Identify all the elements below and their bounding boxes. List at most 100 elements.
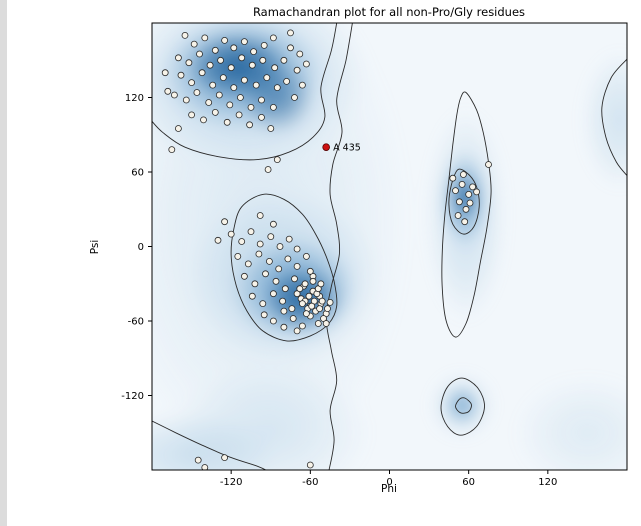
x-tick-label: 120 — [538, 477, 557, 488]
scatter-point — [223, 118, 231, 126]
scatter-point — [280, 323, 288, 331]
scatter-point — [168, 146, 176, 154]
scatter-point — [227, 64, 235, 72]
scatter-point — [269, 220, 277, 228]
scatter-point — [256, 240, 264, 248]
scatter-point — [314, 320, 322, 327]
scatter-point — [296, 285, 304, 293]
scatter-point — [308, 302, 316, 310]
scatter-point — [227, 230, 235, 238]
scatter-point — [221, 218, 229, 226]
scatter-point — [271, 64, 279, 72]
scatter-point — [230, 84, 238, 91]
scatter-point — [201, 464, 209, 470]
scatter-point — [306, 461, 314, 469]
scatter-layer — [161, 29, 492, 470]
scatter-point — [255, 250, 263, 258]
contour-left-envelope — [325, 23, 353, 470]
scatter-point — [293, 262, 301, 270]
scatter-point — [309, 277, 317, 285]
density-blob — [444, 386, 480, 425]
scatter-point — [459, 171, 467, 178]
y-tick-label: 0 — [138, 242, 144, 253]
scatter-point — [221, 454, 229, 462]
x-tick-label: -120 — [220, 477, 243, 488]
scatter-point — [221, 37, 229, 44]
axis-ticks: -120 -60 0 60 120 -120 -60 0 60 120 — [121, 93, 557, 488]
scatter-point — [449, 174, 457, 182]
scatter-point — [248, 61, 256, 69]
scatter-point — [469, 183, 477, 191]
scatter-point — [455, 198, 463, 206]
scatter-point — [258, 96, 265, 104]
scatter-point — [298, 300, 306, 308]
scatter-point — [174, 54, 182, 62]
scatter-point — [219, 74, 227, 81]
scatter-point — [205, 99, 213, 106]
highlight-point — [322, 143, 330, 151]
scatter-point — [269, 104, 277, 111]
scatter-point — [284, 255, 292, 263]
scatter-point — [280, 56, 288, 64]
scatter-point — [283, 78, 291, 85]
scatter-point — [196, 50, 203, 58]
scatter-point — [206, 61, 214, 69]
contour-lines — [152, 23, 627, 470]
scatter-point — [454, 212, 462, 219]
scatter-point — [287, 29, 294, 37]
scatter-point — [302, 310, 310, 318]
scatter-point — [291, 275, 298, 283]
scatter-point — [262, 270, 269, 278]
highlight-label: A 435 — [333, 143, 361, 154]
scatter-point — [264, 166, 272, 173]
scatter-point — [259, 56, 267, 64]
contour-bottom-left — [152, 420, 267, 470]
scatter-point — [188, 111, 196, 119]
x-tick-label: -60 — [302, 477, 318, 488]
scatter-point — [301, 280, 309, 288]
scatter-point — [289, 315, 297, 322]
scatter-point — [298, 81, 306, 89]
scatter-point — [200, 116, 207, 124]
scatter-point — [296, 50, 304, 58]
scatter-point — [236, 94, 244, 101]
scatter-point — [485, 161, 492, 168]
scatter-point — [305, 292, 313, 300]
scatter-point — [473, 188, 481, 196]
scatter-point — [269, 34, 277, 42]
scatter-point — [293, 327, 301, 335]
scatter-point — [235, 111, 243, 119]
scatter-point — [287, 44, 294, 52]
scatter-point — [259, 300, 267, 308]
window-edge — [0, 0, 7, 526]
scatter-point — [306, 267, 314, 275]
scatter-point — [265, 257, 273, 265]
scatter-point — [164, 87, 172, 95]
scatter-point — [269, 290, 277, 298]
scatter-point — [316, 305, 324, 313]
scatter-point — [458, 180, 466, 188]
scatter-point — [240, 76, 248, 84]
highlight-layer: A 435 — [322, 143, 361, 154]
scatter-point — [209, 81, 217, 89]
scatter-point — [324, 305, 331, 313]
scatter-point — [298, 322, 306, 330]
contour-left-handed-inner — [448, 168, 480, 235]
density-blob — [514, 376, 627, 470]
scatter-point — [269, 317, 277, 325]
scatter-point — [211, 109, 219, 116]
scatter-point — [273, 156, 281, 164]
contour-right-edge — [601, 58, 627, 177]
scatter-point — [240, 38, 248, 45]
scatter-point — [276, 243, 284, 250]
contour-bottom-right-small — [440, 377, 485, 436]
scatter-point — [258, 114, 265, 121]
scatter-point — [267, 233, 275, 241]
scatter-point — [217, 56, 225, 64]
scatter-point — [260, 42, 268, 49]
scatter-point — [256, 212, 264, 219]
y-tick-label: 60 — [131, 168, 144, 179]
scatter-point — [248, 292, 256, 300]
scatter-point — [161, 69, 169, 77]
scatter-point — [288, 305, 296, 313]
